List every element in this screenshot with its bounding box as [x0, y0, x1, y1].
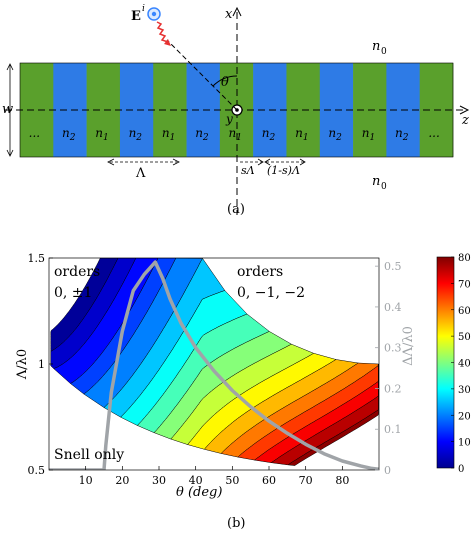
y2-axis-title: ΔΛ/λ0 [401, 326, 416, 366]
region-label-right-line2: 0, −1, −2 [237, 285, 305, 301]
x-tick-label: 40 [189, 474, 203, 487]
x-tick-label: 20 [115, 474, 129, 487]
stripe-label: ... [29, 126, 40, 140]
theta-label: θ [221, 75, 229, 90]
x-axis-label: x [225, 7, 233, 22]
z-axis-arrow-icon [459, 105, 470, 115]
z-axis-label: z [461, 113, 469, 128]
x-tick-label: 80 [335, 474, 349, 487]
colorbar-tick-label: 0 [458, 464, 464, 475]
region-label-right-line1: orders [237, 264, 283, 280]
fill-arrows-icon [257, 158, 306, 166]
panel-a: ... n2 n1 n2 n1 n2 n1 n2 n1 n2 n1 n2... z x w y θ E… [2, 4, 470, 217]
colorbar-tick-label: 10 [458, 438, 471, 449]
region-label-left-line2: 0, ±1 [54, 285, 92, 301]
grating-stripe [86, 63, 121, 157]
colorbar-tick-label: 20 [458, 411, 471, 422]
y2-tick-label: 0.5 [384, 260, 402, 273]
y-ticks: 0.5 1 1.5 [28, 252, 53, 477]
panel-b-label: (b) [227, 516, 245, 531]
colorbar-tick-label: 70 [458, 279, 471, 290]
incidence-line [166, 39, 238, 111]
source-core-icon [151, 11, 157, 17]
y-axis-title: Λ/λ0 [15, 349, 30, 380]
y-tick-label: 1.5 [28, 252, 46, 265]
grating-stripe [119, 63, 154, 157]
panel-b: 10 20 30 40 50 60 70 80 0.5 1 1.5 0 0.1 0.2 0.3 0.4 0.… [15, 252, 471, 531]
delta-lambda-curve [49, 260, 379, 470]
y-tick-label: 0.5 [28, 464, 46, 477]
x-tick-label: 30 [152, 474, 166, 487]
fill-label: sΛ [241, 164, 255, 177]
field-superscript: i [142, 4, 145, 14]
x-tick-label: 10 [79, 474, 93, 487]
width-label: w [2, 102, 13, 117]
incident-wave-icon [156, 21, 169, 43]
x-tick-label: 60 [262, 474, 276, 487]
x-axis-title: θ (deg) [176, 485, 222, 500]
colorbar-tick-label: 80 [458, 253, 471, 264]
colorbar-tick-label: 60 [458, 306, 471, 317]
y2-ticks: 0 0.1 0.2 0.3 0.4 0.5 [375, 260, 402, 477]
top-medium-subscript: 0 [381, 47, 387, 57]
fill-label-complement: (1-s)Λ [267, 164, 300, 177]
incident-wave-arrow-icon [164, 39, 171, 46]
contour-band [287, 364, 379, 466]
y-axis-label: y [225, 112, 233, 126]
x-tick-label: 70 [299, 474, 313, 487]
y2-tick-label: 0.4 [384, 301, 402, 314]
panel-a-label: (a) [227, 202, 245, 217]
colorbar-ticks: 0 10 20 30 40 50 60 70 80 [451, 253, 471, 475]
stripe-label: ... [428, 126, 439, 140]
region-label-snell: Snell only [54, 447, 124, 463]
colorbar-tick-label: 50 [458, 332, 471, 343]
region-label-left-line1: orders [54, 264, 100, 280]
contour-bands [50, 258, 379, 466]
period-arrows-icon [107, 158, 180, 166]
grating-stripe [53, 63, 87, 157]
y-tick-label: 1 [38, 358, 45, 371]
y2-tick-label: 0.3 [384, 342, 402, 355]
x-axis-arrow-icon [232, 6, 242, 17]
theta-arc [212, 75, 238, 87]
y2-tick-label: 0 [384, 464, 391, 477]
width-dimension-arrows-icon [6, 63, 14, 157]
field-label: E [131, 9, 141, 24]
y2-tick-label: 0.1 [384, 423, 402, 436]
colorbar-tick-label: 40 [458, 359, 471, 370]
x-tick-label: 50 [225, 474, 239, 487]
colorbar-tick-label: 30 [458, 385, 471, 396]
x-ticks: 10 20 30 40 50 60 70 80 [79, 466, 349, 487]
grating-stripe [20, 63, 54, 157]
top-medium-label: n [372, 39, 380, 54]
period-label: Λ [135, 166, 146, 181]
y2-tick-label: 0.2 [384, 382, 402, 395]
bottom-medium-label: n [372, 174, 380, 189]
bottom-medium-subscript: 0 [381, 182, 387, 192]
